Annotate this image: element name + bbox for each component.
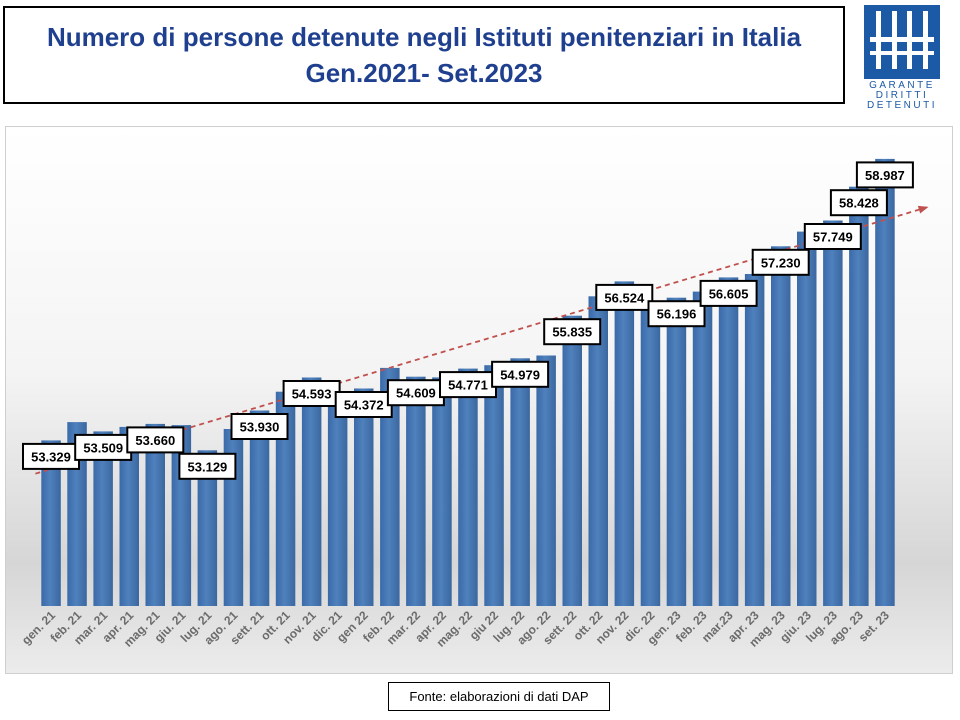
data-label-32: 58.987 — [855, 161, 914, 189]
bar-gen-21 — [41, 440, 61, 606]
bar-mag-23 — [771, 246, 791, 607]
bar-sett-22 — [562, 315, 582, 606]
bar-sett-21 — [249, 410, 270, 606]
svg-text:53.129: 53.129 — [188, 459, 228, 474]
bar-gen-22 — [354, 388, 374, 606]
data-label-12: 54.372 — [334, 391, 393, 418]
svg-text:56.605: 56.605 — [709, 286, 749, 301]
svg-text:54.593: 54.593 — [292, 387, 332, 402]
bar-lug-23 — [823, 220, 843, 606]
bar-ott-21 — [275, 391, 296, 606]
bar-nov-22 — [614, 281, 635, 606]
bar-ott-22 — [588, 296, 608, 606]
data-label-6: 53.129 — [178, 452, 237, 480]
bar-apr-23 — [744, 274, 765, 606]
logo-text-line-3: DETENUTI — [867, 100, 937, 111]
data-label-24: 56.196 — [647, 300, 706, 328]
svg-text:53.930: 53.930 — [240, 420, 280, 435]
bar-feb-23 — [692, 291, 713, 606]
svg-text:58.987: 58.987 — [865, 168, 905, 183]
chart-title-box: Numero di persone detenute negli Istitut… — [3, 6, 845, 104]
bar-dic-21 — [327, 400, 348, 606]
chart-title: Numero di persone detenute negli Istitut… — [46, 22, 802, 52]
bar-apr-22 — [432, 377, 452, 606]
bar-lug-21 — [197, 450, 218, 606]
data-label-20: 55.835 — [543, 318, 602, 346]
bar-feb-22 — [380, 367, 400, 606]
data-label-0: 53.329 — [22, 442, 80, 470]
svg-text:53.660: 53.660 — [135, 433, 175, 448]
data-label-30: 57.749 — [803, 223, 862, 250]
data-label-8: 53.930 — [230, 413, 289, 440]
bar-apr-21 — [119, 426, 139, 606]
logo-text-line-2: DIRITTI — [875, 90, 929, 101]
bar-mar-21 — [93, 431, 113, 606]
bar-nov-21 — [301, 377, 322, 606]
data-label-26: 56.605 — [699, 279, 758, 307]
svg-text:54.609: 54.609 — [396, 386, 436, 401]
data-label-31: 58.428 — [829, 189, 888, 217]
svg-text:54.372: 54.372 — [344, 398, 384, 413]
svg-text:58.428: 58.428 — [839, 196, 879, 211]
svg-text:55.835: 55.835 — [552, 325, 592, 340]
bar-mar-23 — [718, 277, 739, 606]
bar-set-23 — [875, 158, 895, 606]
bar-mar-22 — [406, 376, 426, 606]
data-label-14: 54.609 — [386, 379, 445, 407]
data-label-18: 54.979 — [491, 360, 550, 388]
bar-giu-22 — [484, 365, 504, 606]
svg-text:57.749: 57.749 — [813, 230, 853, 245]
data-label-2: 53.509 — [74, 433, 133, 461]
bar-ago-22 — [536, 355, 556, 606]
bar-ago-23 — [849, 186, 869, 606]
svg-text:56.196: 56.196 — [657, 307, 697, 322]
svg-text:54.979: 54.979 — [500, 367, 540, 382]
bar-giu-23 — [797, 231, 817, 606]
garante-logo — [864, 5, 940, 79]
logo-text-line-1: GARANTE — [869, 80, 935, 91]
chart-subtitle: Gen.2021- Set.2023 — [305, 58, 543, 88]
svg-text:53.509: 53.509 — [83, 440, 123, 455]
bar-lug-22 — [510, 358, 530, 606]
source-note: Fonte: elaborazioni di dati DAP — [388, 682, 610, 711]
svg-text:54.771: 54.771 — [448, 378, 488, 393]
data-label-16: 54.771 — [439, 371, 497, 399]
svg-text:53.329: 53.329 — [31, 449, 71, 464]
data-label-28: 57.230 — [751, 248, 810, 276]
svg-text:57.230: 57.230 — [761, 255, 801, 270]
data-label-4: 53.660 — [126, 426, 185, 454]
bar-mag-22 — [458, 368, 478, 606]
data-label-10: 54.593 — [282, 380, 341, 407]
svg-text:56.524: 56.524 — [604, 290, 645, 305]
bar-mag-21 — [145, 423, 165, 606]
data-label-22: 56.524 — [595, 283, 654, 311]
bar-dic-22 — [640, 301, 661, 606]
bar-gen-23 — [666, 297, 687, 606]
